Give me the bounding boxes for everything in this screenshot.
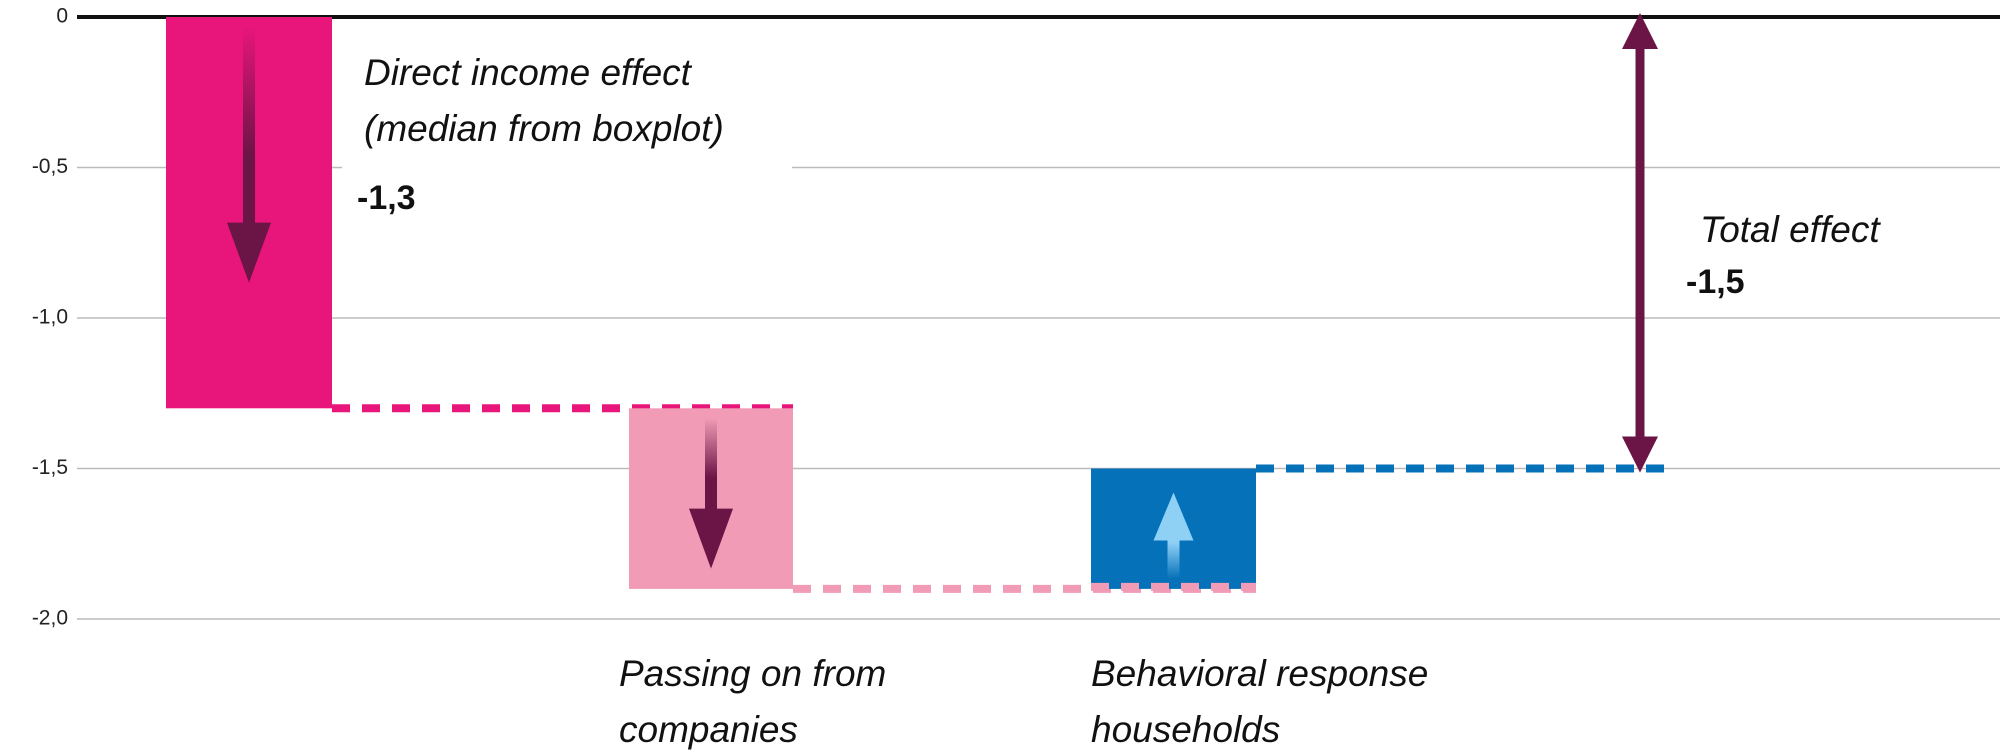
y-tick-label: -1,5 bbox=[32, 456, 68, 479]
arrow-head bbox=[1153, 492, 1194, 541]
arrow-head bbox=[227, 222, 271, 283]
category-label: Direct income effect bbox=[364, 52, 693, 93]
category-label: (median from boxplot) bbox=[364, 108, 724, 149]
y-tick-label: -0,5 bbox=[32, 155, 68, 178]
y-tick-label: -1,0 bbox=[32, 306, 68, 329]
value-label: -1,3 bbox=[357, 179, 416, 217]
value-label: -1,5 bbox=[1686, 263, 1745, 301]
y-tick-label: -2,0 bbox=[32, 607, 68, 630]
arrow-head bbox=[689, 508, 733, 569]
category-label: Passing on from bbox=[619, 653, 886, 694]
category-label: households bbox=[1091, 709, 1280, 750]
category-label: Total effect bbox=[1700, 209, 1881, 250]
y-tick-label: 0 bbox=[56, 5, 68, 28]
category-label: companies bbox=[619, 709, 798, 750]
arrow-shaft bbox=[705, 418, 717, 518]
arrow-shaft bbox=[243, 27, 255, 243]
category-label: Behavioral response bbox=[1091, 653, 1428, 694]
label-background bbox=[342, 40, 792, 172]
